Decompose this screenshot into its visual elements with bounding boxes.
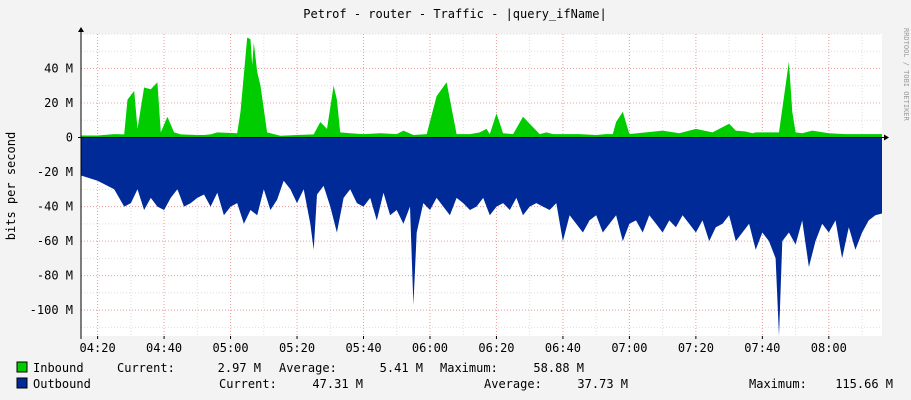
legend-inbound-label: Inbound (33, 361, 84, 375)
y-tick-label: -20 M (37, 165, 73, 179)
legend-outbound-average: 37.73 M (577, 377, 628, 391)
series-areas (81, 37, 882, 336)
series-area-outbound (81, 137, 882, 336)
legend-inbound-maximum-label: Maximum: (440, 361, 498, 375)
legend-outbound-maximum: 115.66 M (835, 377, 893, 391)
y-tick-label: -80 M (37, 269, 73, 283)
legend-outbound-label: Outbound (33, 377, 91, 391)
x-tick-label: 04:40 (146, 341, 182, 355)
x-tick-label: 06:00 (412, 341, 448, 355)
legend-swatch-outbound (16, 377, 28, 389)
y-tick-label: -40 M (37, 200, 73, 214)
y-axis-label: bits per second (4, 132, 18, 240)
x-axis-arrow (884, 134, 889, 141)
y-tick-label: 0 (66, 131, 73, 145)
x-tick-labels: 04:20 04:40 05:00 05:20 05:40 06:00 06:20 06:40… (80, 341, 847, 355)
y-tick-label: -100 M (30, 303, 73, 317)
x-tick-label: 07:00 (611, 341, 647, 355)
y-tick-label: 40 M (44, 62, 73, 76)
x-tick-label: 05:00 (213, 341, 249, 355)
legend-inbound-maximum: 58.88 M (533, 361, 584, 375)
x-tick-label: 04:20 (80, 341, 116, 355)
legend-outbound-current: 47.31 M (312, 377, 363, 391)
legend-outbound-maximum-label: Maximum: (749, 377, 807, 391)
y-tick-labels: 40 M 20 M 0 -20 M -40 M -60 M -80 M -100 M (30, 62, 73, 318)
y-tick-label: 20 M (44, 96, 73, 110)
legend-inbound-current-label: Current: (117, 361, 175, 375)
x-tick-label: 08:00 (811, 341, 847, 355)
x-tick-label: 05:40 (345, 341, 381, 355)
legend-swatch-inbound (16, 361, 28, 373)
legend-inbound-current: 2.97 M (218, 361, 261, 375)
legend: Inbound Current: 2.97 M Average: 5.41 M … (16, 361, 893, 391)
legend-outbound-current-label: Current: (219, 377, 277, 391)
x-tick-label: 07:40 (744, 341, 780, 355)
legend-outbound-average-label: Average: (484, 377, 542, 391)
y-tick-label: -60 M (37, 234, 73, 248)
watermark: RRDTOOL / TOBI OETIKER (902, 28, 910, 122)
legend-inbound-average-label: Average: (279, 361, 337, 375)
x-tick-label: 07:20 (678, 341, 714, 355)
y-axis-arrow (78, 27, 84, 32)
axes (78, 27, 889, 339)
legend-inbound-average: 5.41 M (380, 361, 423, 375)
x-tick-label: 06:20 (478, 341, 514, 355)
x-tick-label: 06:40 (545, 341, 581, 355)
x-tick-label: 05:20 (279, 341, 315, 355)
chart-title: Petrof - router - Traffic - |query_ifNam… (303, 7, 606, 21)
